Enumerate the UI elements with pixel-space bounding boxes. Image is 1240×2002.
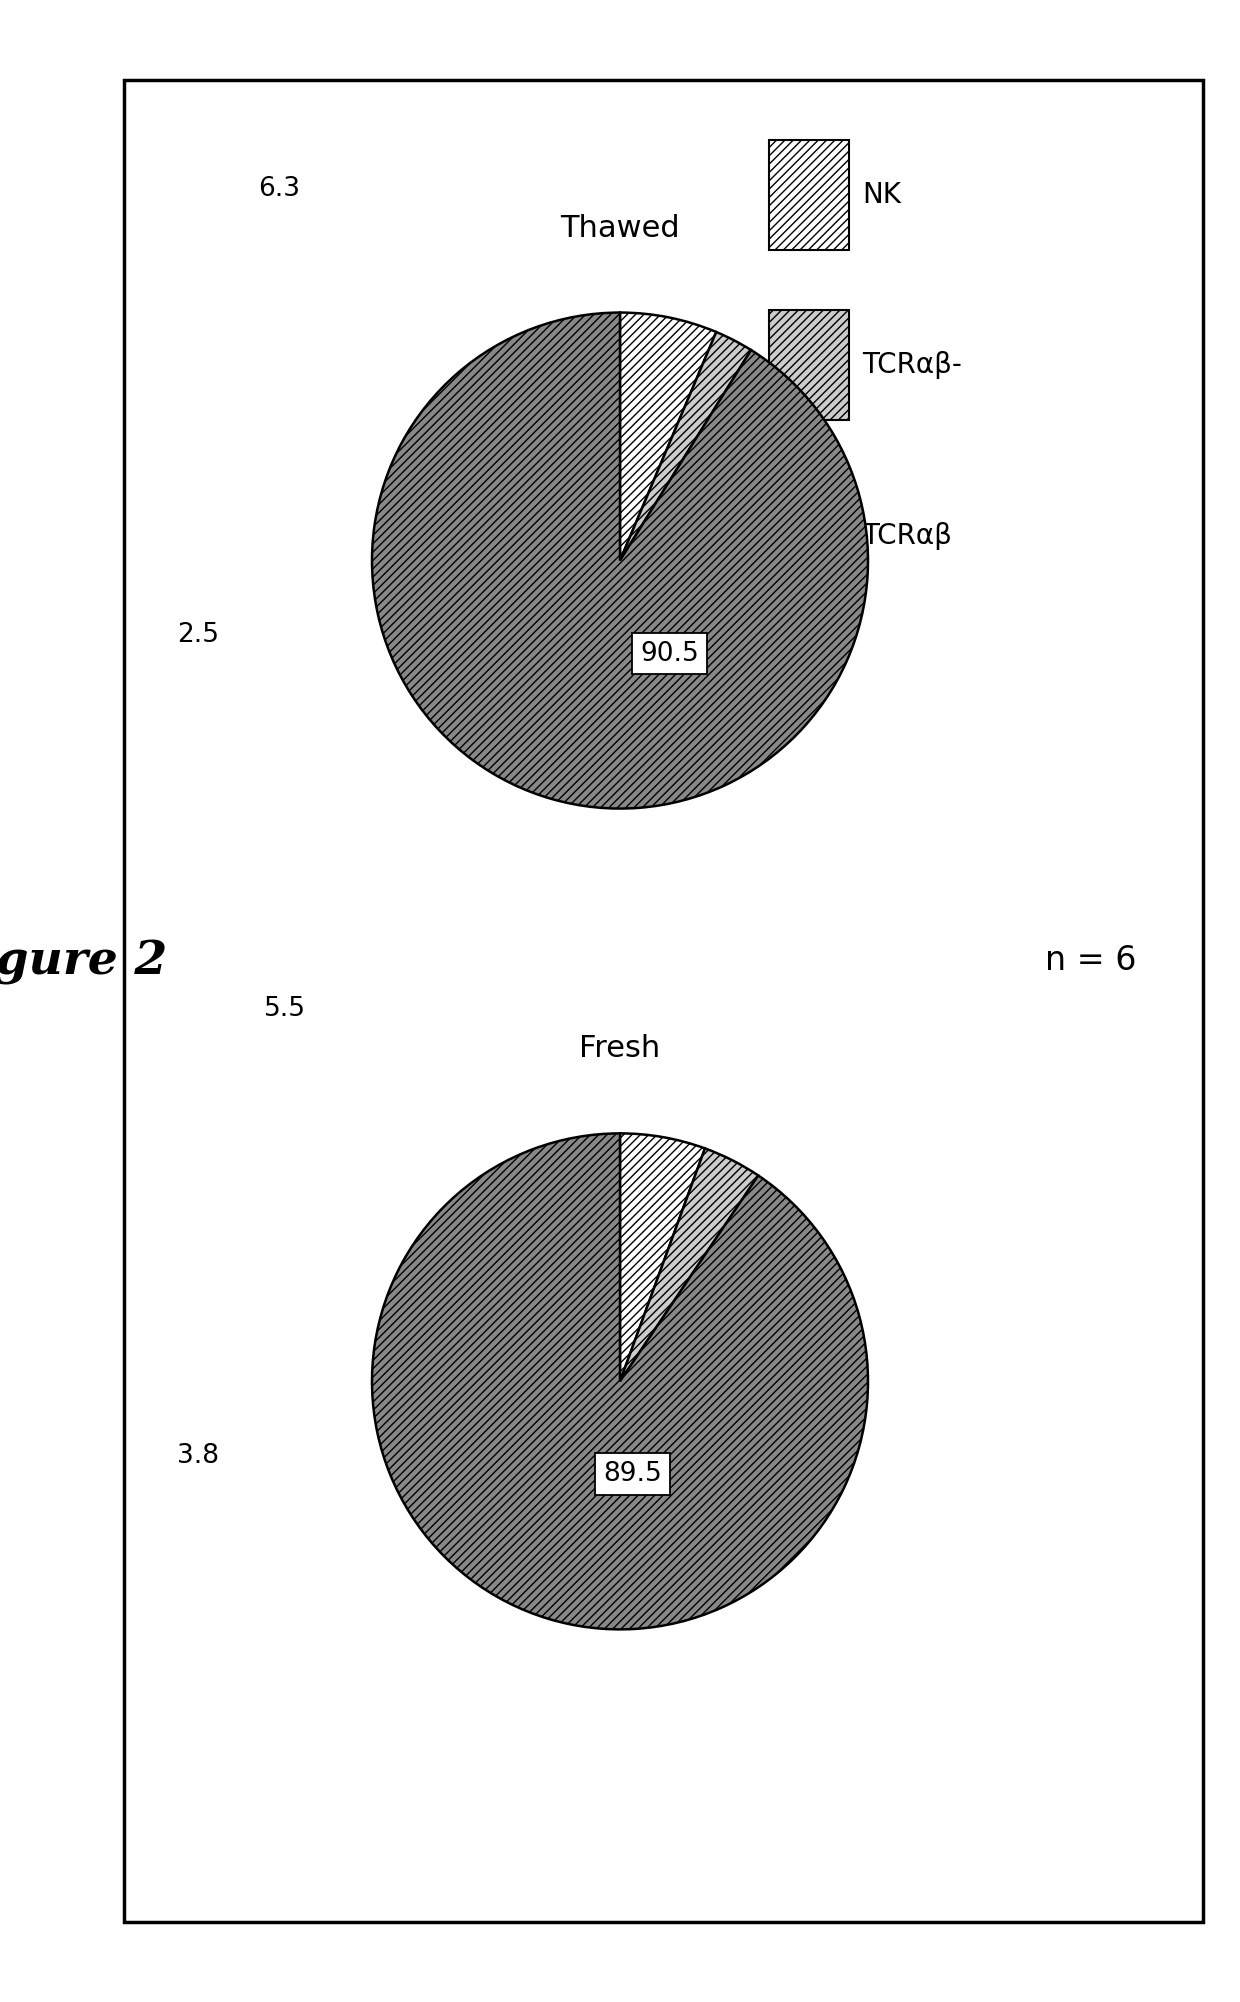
Text: Figure 2: Figure 2 [0, 937, 167, 985]
Text: 6.3: 6.3 [258, 176, 300, 202]
Text: n = 6: n = 6 [1045, 945, 1137, 977]
Text: TCRαβ-: TCRαβ- [862, 352, 962, 378]
Wedge shape [620, 1149, 759, 1381]
FancyBboxPatch shape [769, 140, 849, 250]
Text: 90.5: 90.5 [640, 641, 699, 667]
Text: 5.5: 5.5 [264, 997, 306, 1023]
FancyBboxPatch shape [769, 480, 849, 591]
Text: TCRαβ: TCRαβ [862, 523, 951, 549]
Text: 2.5: 2.5 [177, 623, 219, 649]
Wedge shape [372, 312, 868, 809]
Wedge shape [620, 1133, 706, 1381]
Text: 3.8: 3.8 [177, 1443, 219, 1469]
Wedge shape [372, 1133, 868, 1630]
FancyBboxPatch shape [769, 310, 849, 420]
Text: 89.5: 89.5 [603, 1461, 662, 1487]
Text: NK: NK [862, 182, 900, 208]
Wedge shape [620, 312, 717, 561]
Title: Thawed: Thawed [560, 214, 680, 242]
Wedge shape [620, 332, 751, 561]
FancyBboxPatch shape [124, 80, 1203, 1922]
Title: Fresh: Fresh [579, 1035, 661, 1063]
